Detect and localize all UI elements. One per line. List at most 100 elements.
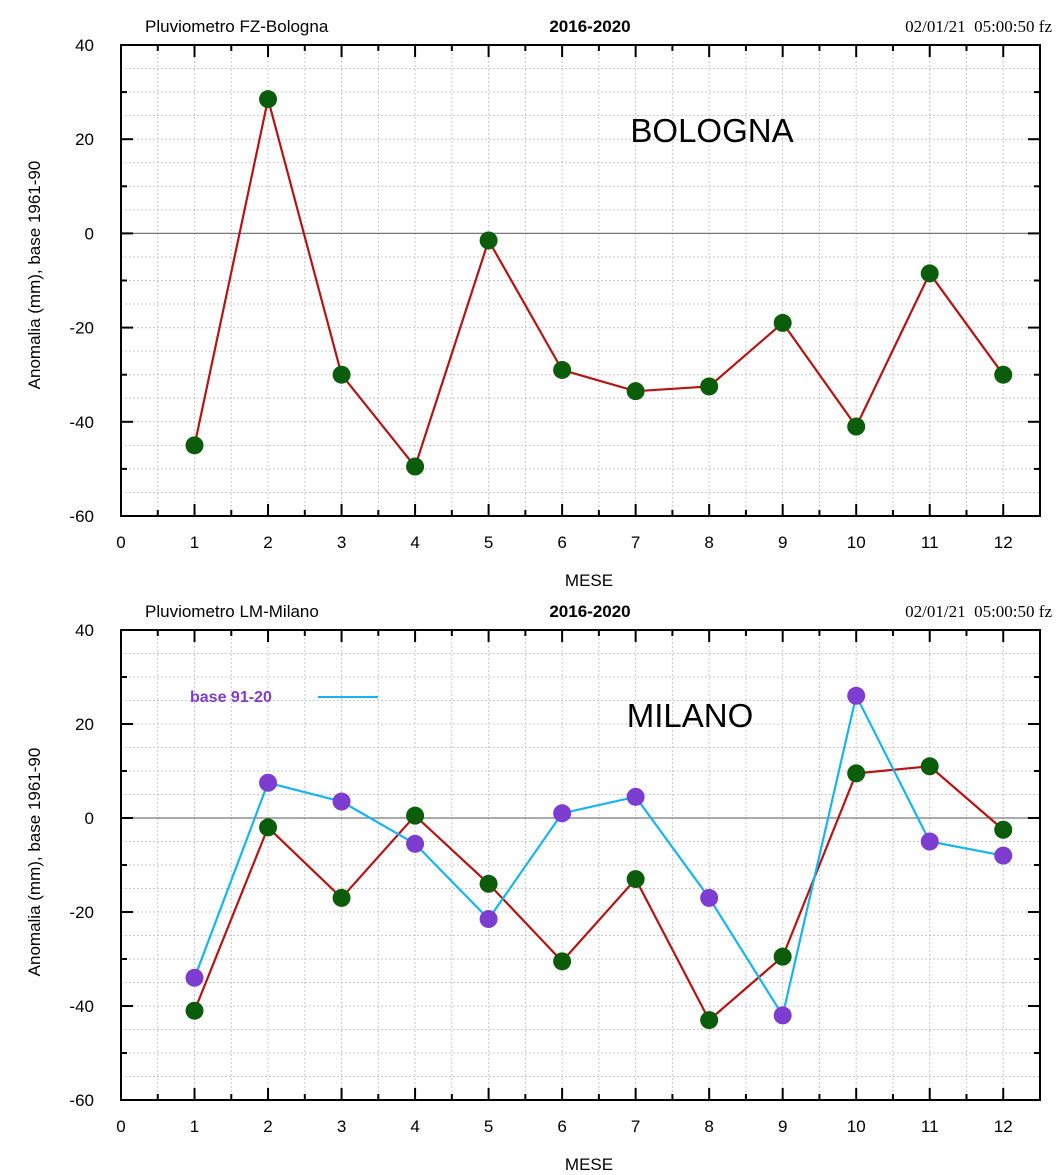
series-1-point: [773, 947, 792, 966]
x-tick-label: 5: [484, 1117, 493, 1136]
tick-marks: [120, 629, 1041, 1101]
series-1-point: [406, 457, 425, 476]
series-2-point: [406, 834, 425, 853]
header-right: 02/01/21 05:00:50 fz: [905, 602, 1052, 621]
y-tick-label: -40: [69, 413, 94, 432]
series-2-point: [185, 968, 204, 987]
x-tick-label: 1: [190, 1117, 199, 1136]
grid: [121, 45, 1040, 516]
x-tick-label: 10: [847, 1117, 866, 1136]
y-tick-label: 20: [75, 130, 94, 149]
header-right: 02/01/21 05:00:50 fz: [905, 17, 1052, 36]
series-1-point: [700, 377, 719, 396]
y-tick-labels: -60 -40 -20 0 20 40: [69, 621, 94, 1110]
series-1-line: [193, 98, 1005, 469]
series-1-point: [773, 313, 792, 332]
y-axis-label: Anomalia (mm), base 1961-90: [25, 161, 44, 390]
series-1-point: [994, 365, 1013, 384]
series-1-point: [332, 365, 351, 384]
y-tick-label: -40: [69, 997, 94, 1016]
series-1-point: [332, 888, 351, 907]
y-tick-label: -20: [69, 903, 94, 922]
y-tick-labels: -60 -40 -20 0 20 40: [69, 36, 94, 526]
x-tick-label: 0: [116, 1117, 125, 1136]
header-center: 2016-2020: [549, 602, 630, 621]
series-1-point: [847, 417, 866, 436]
x-tick-label: 4: [410, 533, 419, 552]
series-1-point: [626, 382, 645, 401]
x-tick-label: 8: [704, 1117, 713, 1136]
header-left: Pluviometro LM-Milano: [145, 602, 319, 621]
grid: [121, 630, 1040, 1100]
series-1-point: [259, 90, 278, 109]
x-tick-label: 9: [778, 533, 787, 552]
city-annotation: BOLOGNA: [630, 112, 793, 149]
x-tick-label: 8: [704, 533, 713, 552]
x-tick-labels: 0 1 2 3 4 5 6 7 8 9 10 11 12: [116, 1117, 1012, 1136]
series-2-point: [920, 832, 939, 851]
x-tick-label: 3: [337, 533, 346, 552]
legend-label: base 91-20: [190, 689, 272, 706]
series-2-point: [553, 804, 572, 823]
series-1-point: [553, 952, 572, 971]
series-1-point: [479, 874, 498, 893]
plot-frame: [120, 44, 1041, 517]
legend: base 91-20: [190, 689, 378, 706]
x-axis-label: MESE: [565, 571, 613, 590]
y-tick-label: -60: [69, 507, 94, 526]
series-2-point: [994, 846, 1013, 865]
y-tick-label: 40: [75, 621, 94, 640]
series-1-point: [185, 436, 204, 455]
series-1-point: [920, 264, 939, 283]
y-tick-label: -60: [69, 1091, 94, 1110]
x-tick-labels: 0 1 2 3 4 5 6 7 8 9 10 11 12: [116, 533, 1012, 552]
series-1-point: [553, 360, 572, 379]
series-1-point: [700, 1011, 719, 1030]
series-1-point: [185, 1001, 204, 1020]
series-1-line: [193, 765, 1004, 1022]
series-1-point: [994, 820, 1013, 839]
y-tick-label: 0: [85, 224, 94, 243]
plot-frame: [120, 629, 1041, 1101]
x-tick-label: 11: [921, 1117, 939, 1136]
x-tick-label: 6: [557, 533, 566, 552]
series-2-point: [259, 773, 278, 792]
x-tick-label: 12: [994, 533, 1013, 552]
series-2-line: [193, 692, 1004, 1019]
panel-bologna: Pluviometro FZ-Bologna 2016-2020 02/01/2…: [25, 17, 1052, 590]
x-axis-label: MESE: [565, 1155, 613, 1174]
x-tick-label: 12: [994, 1117, 1013, 1136]
x-tick-label: 7: [631, 1117, 640, 1136]
y-tick-label: 20: [75, 715, 94, 734]
x-tick-label: 1: [190, 533, 199, 552]
x-tick-label: 7: [631, 533, 640, 552]
y-tick-label: -20: [69, 319, 94, 338]
x-tick-label: 2: [263, 533, 272, 552]
series-1-point: [847, 764, 866, 783]
x-tick-label: 2: [263, 1117, 272, 1136]
series-layer: [185, 686, 1013, 1030]
series-1-point: [406, 806, 425, 825]
x-tick-label: 6: [557, 1117, 566, 1136]
series-2-point: [332, 792, 351, 811]
x-tick-label: 10: [847, 533, 866, 552]
x-tick-label: 4: [410, 1117, 419, 1136]
x-tick-label: 9: [778, 1117, 787, 1136]
series-1-point: [920, 757, 939, 776]
panel-milano: Pluviometro LM-Milano 2016-2020 02/01/21…: [25, 602, 1052, 1174]
y-tick-label: 40: [75, 36, 94, 55]
header-left: Pluviometro FZ-Bologna: [145, 17, 329, 36]
series-2-point: [847, 686, 866, 705]
series-2-point: [700, 888, 719, 907]
city-annotation: MILANO: [627, 697, 754, 734]
x-tick-label: 0: [116, 533, 125, 552]
x-tick-label: 5: [484, 533, 493, 552]
series-2-point: [773, 1006, 792, 1025]
y-tick-label: 0: [85, 809, 94, 828]
series-2-point: [479, 910, 498, 929]
x-tick-label: 11: [921, 533, 939, 552]
series-1-point: [626, 870, 645, 889]
series-layer: [185, 90, 1013, 476]
x-tick-label: 3: [337, 1117, 346, 1136]
